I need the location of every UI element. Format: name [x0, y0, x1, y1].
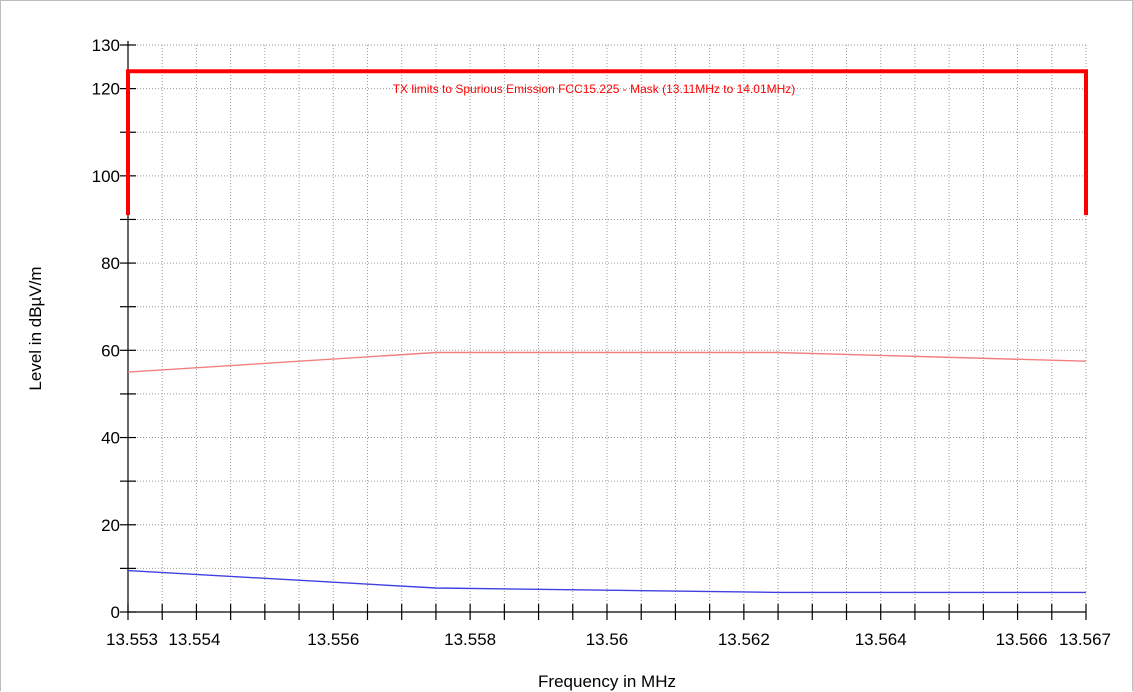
grid [128, 44, 1087, 612]
x-tick-label: 13.558 [444, 630, 496, 649]
series-line-2 [127, 569, 1086, 594]
axes: 0 20 40 60 80 100 120 130 13.553 13.554 13.556 13.5… [92, 36, 1111, 649]
x-tick-label: 13.564 [855, 630, 907, 649]
series-line-0 [126, 69, 1088, 216]
x-tick-label: 13.562 [718, 630, 770, 649]
y-tick-label: 0 [111, 603, 120, 622]
y-tick-label: 130 [92, 36, 120, 55]
x-tick-label: 13.566 [996, 630, 1048, 649]
x-tick-label: 13.553 [106, 630, 158, 649]
y-axis-title: Level in dBµV/m [26, 266, 45, 390]
y-tick-label: 80 [101, 254, 120, 273]
limit-mask-annotation: TX limits to Spurious Emission FCC15.225… [393, 82, 796, 96]
series-group [126, 69, 1088, 594]
y-tick-label: 120 [92, 80, 120, 99]
y-tick-label: 60 [101, 341, 120, 360]
y-tick-label: 20 [101, 516, 120, 535]
x-tick-label: 13.567 [1059, 630, 1111, 649]
y-tick-label: 40 [101, 429, 120, 448]
series-line-1 [127, 351, 1087, 373]
y-tick-label: 100 [92, 167, 120, 186]
x-axis-title: Frequency in MHz [538, 672, 676, 691]
x-tick-label: 13.556 [307, 630, 359, 649]
x-tick-label: 13.56 [586, 630, 629, 649]
x-tick-label: 13.554 [168, 630, 220, 649]
